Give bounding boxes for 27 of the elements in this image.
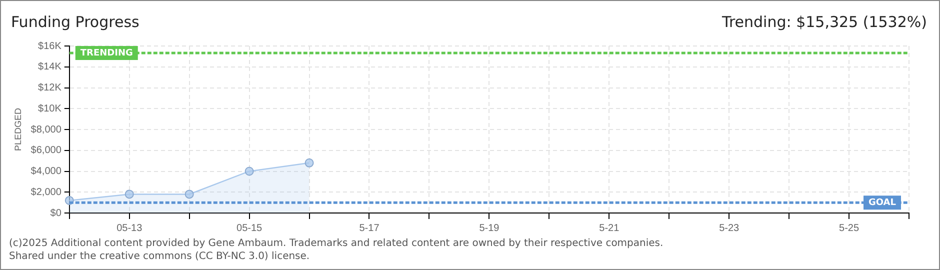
point	[304, 158, 314, 168]
point	[184, 190, 194, 199]
x-tick-label: 5-23	[719, 222, 740, 234]
y-tick-label: $10K	[38, 103, 62, 114]
point	[244, 166, 254, 176]
y-axis-title: PLEDGED	[12, 107, 23, 152]
y-tick-label: $12K	[38, 82, 62, 94]
chart-title: Funding Progress	[11, 13, 140, 31]
x-tick-label: 5-19	[479, 222, 500, 234]
x-tick-label: 5-21	[599, 222, 620, 234]
ref-line-label: GOAL	[868, 198, 896, 208]
y-tick-label: $6,000	[30, 145, 62, 156]
y-tick-label: $14K	[38, 62, 62, 73]
text: Trending: $15,325 (1532%)	[722, 13, 927, 31]
x-tick-label: 05-13	[116, 222, 143, 234]
x-tick-label: 05-15	[236, 222, 263, 234]
y-tick-label: $8,000	[30, 124, 62, 136]
y-tick-label: $2,000	[30, 186, 62, 198]
y-tick-label: $0	[50, 208, 62, 219]
point	[124, 190, 134, 199]
y-tick-label: $16K	[38, 40, 62, 52]
x-tick-label: 5-17	[359, 222, 380, 234]
ref-line-label: TRENDING	[80, 48, 133, 58]
x-tick-label: 5-25	[839, 222, 860, 234]
y-tick-label: $4,000	[30, 166, 62, 177]
text: (c)2025 Additional content provided by Gene Ambaum. Trademarks and related content are owned by their respective companies.	[9, 238, 664, 249]
text: Shared under the creative commons (CC BY-NC 3.0) license.	[9, 251, 310, 262]
